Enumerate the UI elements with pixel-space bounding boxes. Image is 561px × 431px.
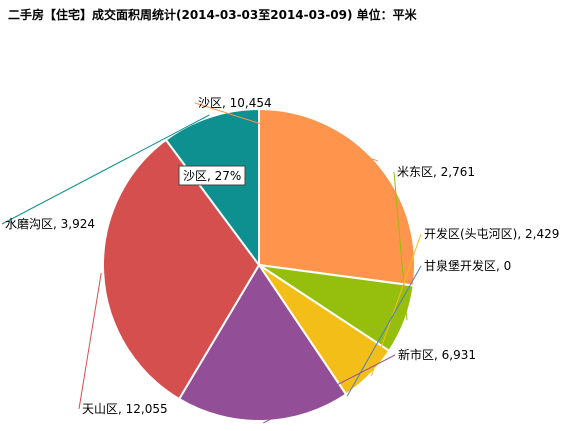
tooltip-box	[178, 165, 246, 186]
pie-slice-5[interactable]	[102, 138, 261, 401]
pie-slice-6[interactable]	[164, 107, 260, 269]
label-connector-6	[1, 114, 210, 225]
pie-slice-0[interactable]	[258, 107, 416, 287]
label-connector-5	[78, 273, 102, 410]
slice-label-1: 米东区, 2,761	[397, 165, 475, 179]
slice-label-3: 甘泉堡开发区, 0	[424, 258, 511, 273]
chart-title: 二手房【住宅】成交面积周统计(2014-03-03至2014-03-09) 单位…	[8, 8, 417, 22]
slice-label-4: 新市区, 6,931	[398, 347, 476, 362]
label-connector-2	[370, 233, 422, 377]
pie-slice-4[interactable]	[177, 263, 348, 422]
label-connector-0	[194, 102, 379, 162]
label-connector-3	[346, 265, 422, 397]
slice-label-2: 开发区(头屯河区), 2,429	[424, 226, 559, 241]
slice-labels: 沙区, 10,454 米东区, 2,761 开发区(头屯河区), 2,429 甘泉堡开…	[5, 96, 559, 416]
tooltip: 沙区, 27%	[178, 165, 246, 186]
pie-slices	[102, 107, 416, 422]
label-connector-1	[393, 171, 408, 321]
label-connectors	[1, 102, 422, 424]
tooltip-text: 沙区, 27%	[183, 169, 241, 183]
slice-label-5: 天山区, 12,055	[82, 402, 168, 416]
slice-label-6: 水磨沟区, 3,924	[5, 217, 95, 231]
slice-label-0: 沙区, 10,454	[198, 96, 272, 110]
label-connector-4	[263, 354, 396, 424]
